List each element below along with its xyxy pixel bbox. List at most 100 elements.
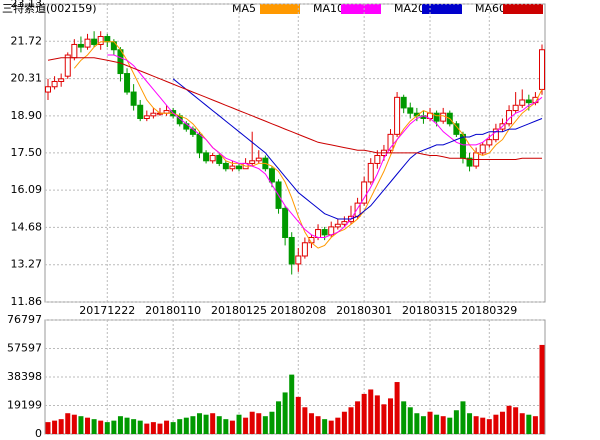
volume-bar <box>407 407 413 434</box>
candle-body <box>255 157 262 162</box>
volume-bar <box>91 419 97 434</box>
volume-bar <box>52 420 58 434</box>
y-tick-label: 17.50 <box>11 146 43 159</box>
volume-bar <box>368 389 374 434</box>
y-tick-label: 18.90 <box>11 109 43 122</box>
candle-body <box>124 73 131 93</box>
legend-label: MA20 <box>394 2 425 15</box>
volume-bar <box>104 422 110 434</box>
legend-swatch <box>260 4 300 14</box>
volume-bar <box>124 417 130 434</box>
candle-body <box>64 54 71 77</box>
y-tick-label: 11.86 <box>11 295 43 308</box>
volume-bar <box>473 416 479 434</box>
y-tick-label: 16.09 <box>11 183 43 196</box>
candle-body <box>222 162 229 170</box>
y-tick-label: 21.72 <box>11 34 43 47</box>
candle-body <box>216 155 223 164</box>
candle-body <box>367 162 374 183</box>
y-tick-label: 13.27 <box>11 258 43 271</box>
candle-body <box>407 107 414 114</box>
volume-bar <box>434 414 440 434</box>
y-tick-label: 23.13 <box>11 0 43 10</box>
candle-body <box>301 242 308 257</box>
y-tick-label: 20.31 <box>11 72 43 85</box>
volume-bar <box>355 401 361 434</box>
volume-bar <box>256 413 262 434</box>
volume-bar <box>467 413 473 434</box>
candle-body <box>209 155 216 162</box>
volume-bar <box>427 411 433 434</box>
candle-body <box>77 43 84 48</box>
volume-bar <box>480 417 486 434</box>
volume-bar <box>269 411 275 434</box>
legend-label: MA10 <box>313 2 344 15</box>
volume-bar <box>144 423 150 434</box>
candle-body <box>374 155 381 164</box>
x-tick-label: 20180110 <box>145 304 201 317</box>
volume-bar <box>289 374 295 434</box>
candle-body <box>479 144 486 154</box>
candle-body <box>525 99 532 104</box>
candle-body <box>150 112 157 117</box>
candle-body <box>387 133 394 151</box>
ma-line <box>107 54 543 238</box>
y-tick-label: 14.68 <box>11 220 43 233</box>
candle-body <box>486 139 493 146</box>
candle-body <box>466 157 473 167</box>
volume-bar <box>243 417 249 434</box>
candle-body <box>110 41 117 51</box>
volume-bar <box>308 413 314 434</box>
volume-bar <box>85 417 91 434</box>
volume-bar <box>137 420 143 434</box>
candle-body <box>130 91 137 106</box>
volume-bar <box>335 417 341 434</box>
candle-body <box>334 223 341 228</box>
volume-bar <box>499 411 505 434</box>
volume-bar <box>341 411 347 434</box>
volume-bar <box>196 413 202 434</box>
volume-bar <box>322 419 328 434</box>
candle-body <box>433 112 440 122</box>
candle-body <box>282 207 289 238</box>
candle-body <box>236 165 243 170</box>
volume-bar <box>170 422 176 434</box>
candle-body <box>189 128 196 135</box>
candle-body <box>97 36 104 45</box>
chart-title: 三特索道(002159) <box>2 1 97 15</box>
candle-body <box>249 160 256 164</box>
volume-bar <box>361 393 367 434</box>
volume-bar <box>229 420 235 434</box>
y-tick-label: 38398 <box>7 370 42 383</box>
volume-bar <box>282 392 288 434</box>
candle-body <box>440 112 447 122</box>
volume-bar <box>98 420 104 434</box>
candle-body <box>91 38 98 45</box>
volume-bar <box>295 396 301 434</box>
candle-body <box>229 165 236 170</box>
candle-body <box>196 133 203 154</box>
volume-bar <box>150 422 156 434</box>
candle-body <box>321 229 328 236</box>
legend-swatch <box>422 4 462 14</box>
candle-body <box>58 78 65 82</box>
volume-bar <box>157 423 163 434</box>
x-tick-label: 20180208 <box>270 304 326 317</box>
candle-body <box>268 168 275 183</box>
candle-body <box>51 80 58 88</box>
volume-bar <box>262 416 268 434</box>
volume-bar <box>65 413 71 434</box>
volume-bar <box>506 405 512 434</box>
volume-bar <box>388 398 394 434</box>
legend-swatch <box>341 4 381 14</box>
candle-body <box>137 104 144 119</box>
candle-body <box>361 181 368 204</box>
volume-bar <box>315 416 321 434</box>
candle-body <box>203 152 210 162</box>
volume-bar <box>539 344 545 434</box>
volume-bar <box>216 416 222 434</box>
volume-bar <box>236 414 242 434</box>
volume-bar <box>348 407 354 434</box>
volume-bar <box>401 401 407 434</box>
